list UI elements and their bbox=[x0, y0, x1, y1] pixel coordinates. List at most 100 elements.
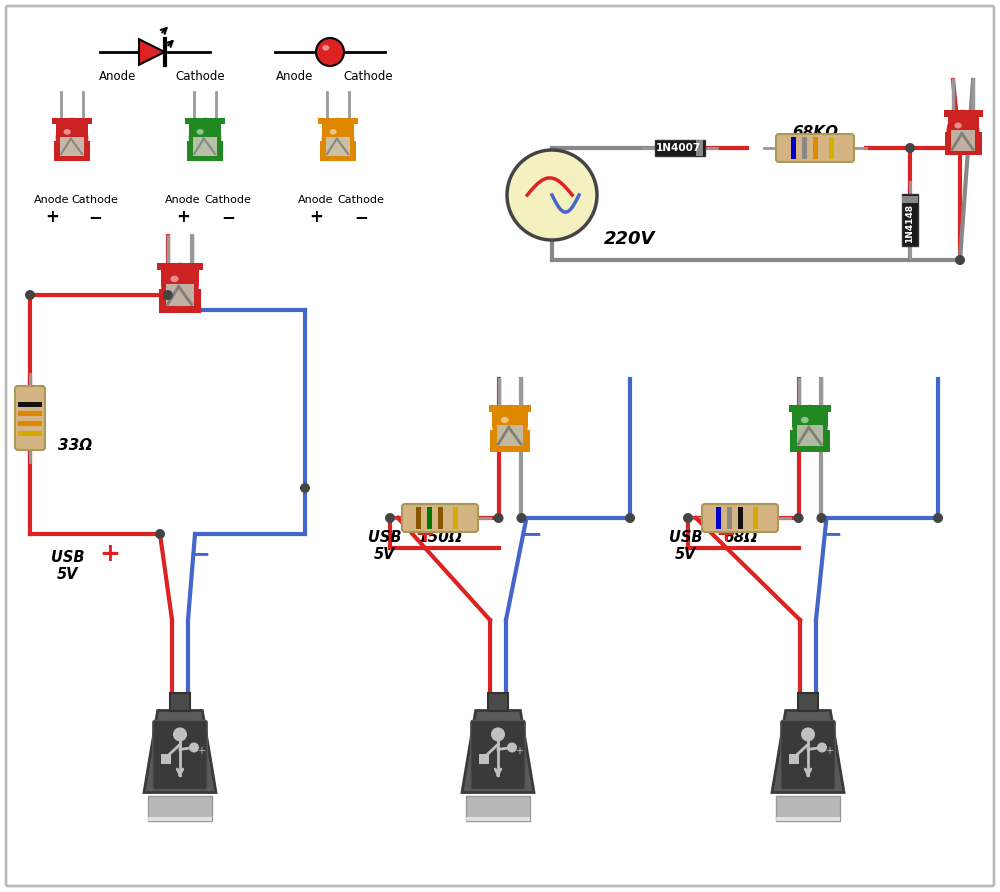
Bar bbox=[18, 431, 42, 435]
Text: +: + bbox=[415, 522, 435, 546]
Text: Anode: Anode bbox=[34, 195, 70, 205]
Text: −: − bbox=[521, 522, 542, 546]
Bar bbox=[490, 430, 530, 452]
Text: Anode: Anode bbox=[99, 70, 137, 83]
Bar bbox=[944, 110, 982, 117]
Text: −: − bbox=[354, 208, 368, 226]
Bar bbox=[492, 409, 528, 426]
Polygon shape bbox=[462, 711, 534, 792]
Bar bbox=[148, 796, 212, 821]
Circle shape bbox=[507, 742, 517, 753]
Text: Cathode: Cathode bbox=[343, 70, 393, 83]
Bar bbox=[497, 425, 523, 446]
Ellipse shape bbox=[801, 417, 809, 423]
Circle shape bbox=[955, 255, 965, 265]
Text: +: + bbox=[825, 747, 833, 756]
Bar bbox=[60, 136, 84, 156]
Text: Cathode: Cathode bbox=[175, 70, 225, 83]
Bar bbox=[944, 132, 982, 154]
Ellipse shape bbox=[946, 110, 980, 154]
Circle shape bbox=[300, 483, 310, 493]
FancyBboxPatch shape bbox=[471, 721, 525, 789]
Bar bbox=[52, 118, 92, 124]
FancyBboxPatch shape bbox=[402, 504, 478, 532]
Text: Cathode: Cathode bbox=[72, 195, 118, 205]
Circle shape bbox=[794, 513, 804, 523]
Bar bbox=[489, 405, 531, 412]
Bar bbox=[56, 121, 88, 138]
Bar bbox=[189, 121, 221, 138]
Circle shape bbox=[625, 513, 635, 523]
Bar bbox=[466, 816, 530, 821]
Circle shape bbox=[683, 513, 693, 523]
Bar bbox=[902, 196, 918, 203]
Ellipse shape bbox=[492, 405, 528, 449]
Bar bbox=[18, 401, 42, 407]
Bar bbox=[696, 140, 703, 156]
Bar bbox=[776, 796, 840, 821]
Bar bbox=[426, 507, 432, 529]
Text: Anode: Anode bbox=[276, 70, 314, 83]
Bar bbox=[326, 136, 350, 156]
Bar bbox=[753, 507, 758, 529]
Ellipse shape bbox=[501, 417, 509, 423]
Polygon shape bbox=[144, 711, 216, 792]
Ellipse shape bbox=[322, 118, 354, 158]
Text: +: + bbox=[309, 208, 323, 226]
Bar bbox=[148, 816, 212, 821]
Bar bbox=[161, 267, 199, 285]
Bar bbox=[322, 121, 354, 138]
Text: Anode: Anode bbox=[298, 195, 334, 205]
Text: 150Ω: 150Ω bbox=[418, 530, 462, 545]
Ellipse shape bbox=[792, 405, 828, 449]
Text: USB
5V: USB 5V bbox=[51, 550, 85, 582]
Bar bbox=[789, 754, 799, 764]
Bar bbox=[902, 194, 918, 246]
Circle shape bbox=[155, 529, 165, 539]
Ellipse shape bbox=[330, 129, 337, 135]
Text: USB
5V: USB 5V bbox=[669, 530, 703, 562]
Text: +: + bbox=[197, 747, 205, 756]
Bar bbox=[187, 141, 223, 161]
Bar bbox=[789, 405, 831, 412]
Bar bbox=[438, 507, 442, 529]
Bar bbox=[479, 754, 489, 764]
Circle shape bbox=[817, 742, 827, 753]
Bar bbox=[726, 507, 732, 529]
Ellipse shape bbox=[64, 129, 71, 135]
Circle shape bbox=[494, 513, 504, 523]
Bar bbox=[812, 137, 818, 159]
FancyBboxPatch shape bbox=[776, 134, 854, 162]
Circle shape bbox=[801, 727, 815, 741]
FancyBboxPatch shape bbox=[15, 386, 45, 450]
Ellipse shape bbox=[197, 129, 204, 135]
Bar bbox=[792, 409, 828, 426]
Text: −: − bbox=[190, 542, 210, 566]
Bar bbox=[790, 430, 830, 452]
Circle shape bbox=[491, 727, 505, 741]
Text: Cathode: Cathode bbox=[338, 195, 384, 205]
Bar bbox=[18, 410, 42, 416]
Bar bbox=[802, 137, 806, 159]
Text: 33Ω: 33Ω bbox=[58, 438, 92, 453]
Ellipse shape bbox=[954, 122, 962, 128]
Ellipse shape bbox=[322, 45, 329, 51]
Circle shape bbox=[316, 38, 344, 66]
Ellipse shape bbox=[189, 118, 221, 158]
Bar bbox=[452, 507, 458, 529]
Text: −: − bbox=[821, 522, 842, 546]
Circle shape bbox=[385, 513, 395, 523]
Bar bbox=[488, 692, 508, 711]
Bar bbox=[466, 796, 530, 821]
Circle shape bbox=[25, 290, 35, 300]
Bar bbox=[798, 692, 818, 711]
Bar bbox=[159, 289, 201, 312]
Bar bbox=[716, 507, 720, 529]
Text: +: + bbox=[45, 208, 59, 226]
Text: 1N4148: 1N4148 bbox=[906, 203, 914, 243]
FancyBboxPatch shape bbox=[702, 504, 778, 532]
Circle shape bbox=[933, 513, 943, 523]
Text: USB
5V: USB 5V bbox=[368, 530, 402, 562]
Bar bbox=[170, 692, 190, 711]
Bar bbox=[790, 137, 796, 159]
